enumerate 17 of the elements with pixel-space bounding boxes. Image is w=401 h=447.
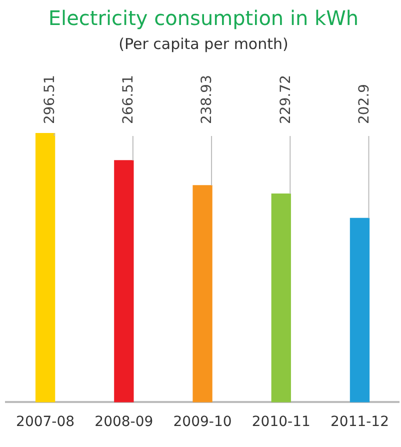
bar xyxy=(350,218,370,402)
x-tick-label: 2007-08 xyxy=(16,414,75,430)
bar xyxy=(35,132,56,402)
bar xyxy=(192,185,212,402)
x-tick-label: 2009-10 xyxy=(173,414,232,430)
bar xyxy=(114,160,134,402)
x-tick-label: 2010-11 xyxy=(252,414,310,430)
data-label: 229.72 xyxy=(278,75,294,124)
data-label: 266.51 xyxy=(120,75,137,124)
bar xyxy=(271,194,291,402)
data-label: 238.93 xyxy=(199,75,216,124)
data-label: 202.9 xyxy=(356,84,372,124)
chart-subtitle: (Per capita per month) xyxy=(118,34,288,53)
data-label: 296.51 xyxy=(42,75,58,124)
x-tick-label: 2011-12 xyxy=(330,414,389,430)
x-tick-label: 2008-09 xyxy=(94,414,154,430)
chart-title: Electricity consumption in kWh xyxy=(48,6,359,30)
